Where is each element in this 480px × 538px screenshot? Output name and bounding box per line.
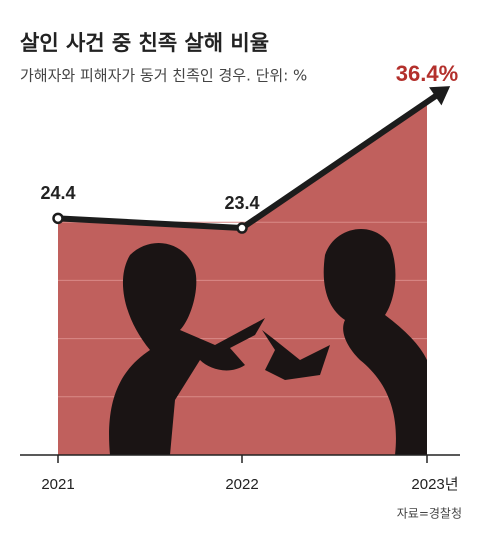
point [52,212,64,225]
point [236,222,248,234]
chart-title: 살인 사건 중 친족 살해 비율 [20,31,269,55]
value-label: 36.4% [396,61,458,86]
value-label: 24.4 [40,183,75,203]
x-tick-label: 2021 [41,476,74,493]
source: 자료=경찰청 [397,507,462,521]
line [57,90,442,232]
value-label: 23.4 [224,193,259,213]
silhouettes [109,228,427,455]
arrow-head [429,86,451,106]
x-tick-label: 2023년 [411,476,458,493]
chart-subtitle: 가해자와 피해자가 동거 친족인 경우. 단위: % [20,67,307,85]
x-tick-label: 2022 [225,476,258,493]
